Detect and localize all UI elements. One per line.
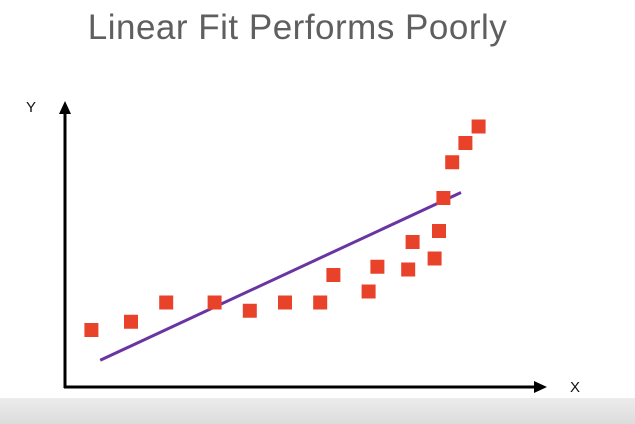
data-point	[458, 136, 473, 150]
x-axis-arrow-icon	[534, 381, 547, 393]
data-point	[207, 295, 222, 310]
scatter-chart: Y X	[26, 99, 580, 396]
chart-title: Linear Fit Performs Poorly	[87, 8, 508, 47]
data-point	[278, 295, 292, 310]
fit-line-layer	[99, 191, 462, 362]
data-point	[427, 251, 442, 266]
y-axis-label: Y	[26, 99, 36, 116]
data-point	[326, 268, 341, 282]
data-point	[471, 119, 486, 134]
y-axis-arrow-icon	[59, 101, 71, 114]
bottom-bar	[0, 398, 635, 424]
linear-fit-line	[99, 191, 462, 362]
data-point	[159, 295, 174, 310]
axes: Y X	[26, 99, 580, 396]
data-point	[361, 284, 376, 299]
data-point	[84, 323, 99, 337]
data-points-layer	[84, 119, 486, 337]
data-point	[432, 224, 446, 238]
data-point	[401, 262, 416, 277]
data-point	[405, 235, 420, 249]
data-point	[313, 295, 328, 310]
data-point	[445, 155, 460, 170]
data-point	[370, 259, 385, 274]
data-point	[124, 314, 138, 329]
x-axis-label: X	[570, 379, 580, 396]
data-point	[436, 191, 451, 205]
data-point	[242, 303, 257, 318]
